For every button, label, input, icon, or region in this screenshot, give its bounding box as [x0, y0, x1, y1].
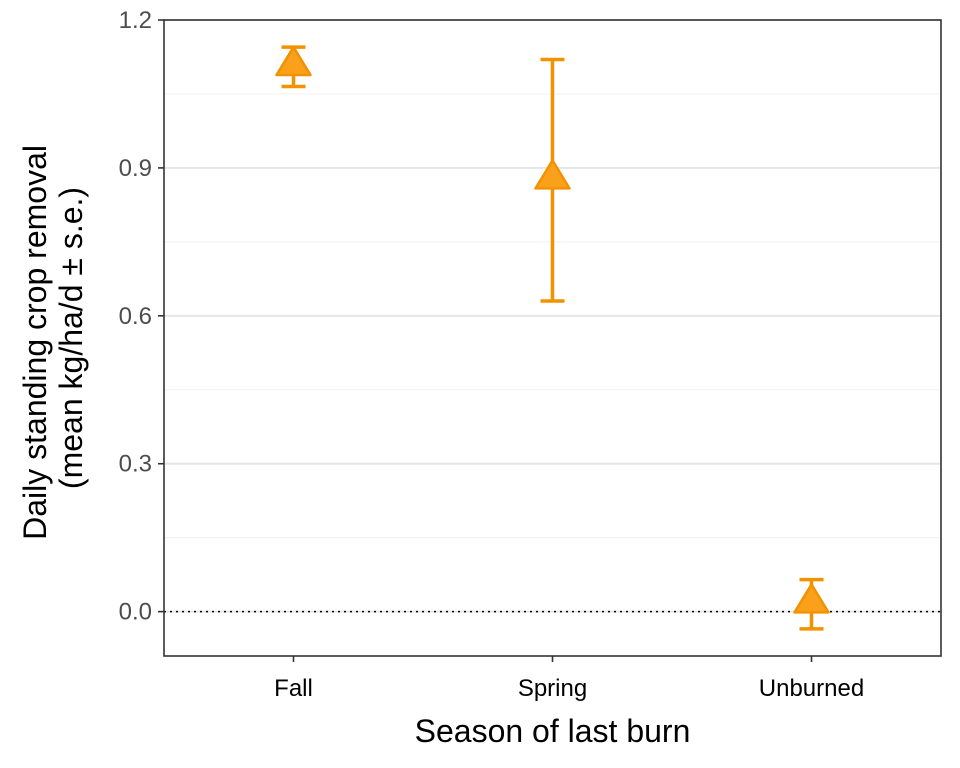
axis-ticks: 0.0 0.3 0.6 0.9 1.2 Fall Spring Unburned — [119, 7, 865, 702]
y-axis-title-line-2: (mean kg/ha/d ± s.e.) — [53, 187, 89, 489]
triangle-marker — [793, 583, 830, 614]
triangle-marker — [534, 159, 571, 190]
y-tick-label: 0.6 — [119, 303, 152, 330]
data-point-fall — [275, 45, 312, 89]
x-tick-label: Spring — [518, 675, 587, 702]
data-points — [275, 45, 830, 631]
data-point-spring — [534, 57, 571, 303]
x-tick-label: Fall — [274, 675, 313, 702]
y-tick-label: 0.9 — [119, 155, 152, 182]
data-point-unburned — [793, 577, 830, 631]
y-axis-title: Daily standing crop removal (mean kg/ha/… — [17, 136, 89, 540]
x-tick-label: Unburned — [759, 675, 864, 702]
triangle-marker — [275, 45, 312, 77]
y-tick-label: 1.2 — [119, 7, 152, 34]
x-axis-title: Season of last burn — [415, 713, 691, 749]
y-tick-label: 0.0 — [119, 599, 152, 626]
y-axis-title-line-1: Daily standing crop removal — [17, 145, 53, 540]
y-tick-label: 0.3 — [119, 451, 152, 478]
